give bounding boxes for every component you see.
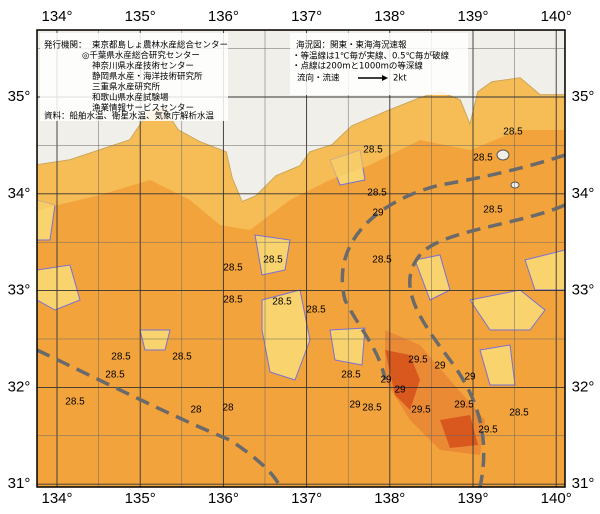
- island: [496, 149, 510, 161]
- contour-label: 28.5: [503, 127, 523, 138]
- current-scale: 2kt: [393, 74, 407, 84]
- lon-label: 134°: [41, 8, 72, 25]
- contour-label: 28.5: [483, 205, 503, 216]
- publisher: 東京都島しょ農林水産総合センター: [92, 40, 228, 51]
- island: [510, 181, 520, 189]
- lon-label: 135°: [125, 8, 156, 25]
- lat-label: 31°: [8, 475, 31, 492]
- contour-label: 28.5: [263, 255, 283, 266]
- lon-label: 138°: [374, 8, 405, 25]
- contour-label: 28.5: [362, 403, 382, 414]
- lon-label: 140°: [541, 490, 572, 507]
- contour-label: 28.5: [306, 305, 326, 316]
- lon-label: 135°: [125, 490, 156, 507]
- lat-label: 35°: [8, 88, 31, 105]
- lon-label: 139°: [457, 8, 488, 25]
- publisher: 和歌山県水産試験場: [92, 92, 169, 103]
- current-axis: [37, 153, 565, 487]
- contour-label: 29: [380, 375, 392, 386]
- publisher: ◎千葉県水産総合研究センター: [82, 50, 200, 61]
- contour-label: 29.5: [478, 425, 498, 436]
- source: 資料：船舶水温、衛星水温、気象庁解析水温: [44, 111, 215, 122]
- contour-label: 29.5: [454, 400, 474, 411]
- contour-label: 28.5: [473, 153, 493, 164]
- contour-label: 29: [464, 372, 476, 383]
- contour-label: 28.5: [509, 408, 529, 419]
- map-note: ・等温線は1℃毎が実線、0.5℃毎が破線: [292, 51, 450, 62]
- contour-label: 28.5: [105, 370, 125, 381]
- contour-label: 29.5: [411, 405, 431, 416]
- contour-label: 28.5: [272, 297, 292, 308]
- contour-label: 28.5: [363, 145, 383, 156]
- publisher: 漁業情報サービスセンター: [92, 103, 194, 114]
- lat-label: 33°: [572, 282, 595, 299]
- lon-label: 137°: [291, 8, 322, 25]
- publisher: 三重県水産研究所: [92, 82, 161, 93]
- lat-label: 32°: [572, 378, 595, 395]
- contour-label: 28.5: [111, 352, 131, 363]
- map-area: [37, 30, 565, 487]
- lon-label: 136°: [208, 8, 239, 25]
- legend-box: [290, 33, 468, 95]
- contour-label: 29: [349, 400, 361, 411]
- map-note: ・点線は200mと1000mの等深線: [292, 61, 423, 72]
- contour-label: 28.5: [367, 188, 387, 199]
- lon-label: 136°: [208, 490, 239, 507]
- legend-box: [40, 33, 228, 121]
- publisher: 静岡県水産・海洋技術研究所: [92, 71, 203, 82]
- coastal-water: [37, 78, 565, 230]
- contour-label: 28.5: [223, 295, 243, 306]
- warmest-water: [385, 350, 420, 410]
- contour-label: 28: [190, 405, 202, 416]
- lat-label: 35°: [572, 88, 595, 105]
- current-arrowhead: [382, 75, 388, 81]
- contour-label: 29: [394, 385, 406, 396]
- contour-label: 28.5: [172, 352, 192, 363]
- publisher-label: 発行機関：: [44, 40, 87, 51]
- contour-label: 28.5: [372, 255, 392, 266]
- lon-label: 137°: [291, 490, 322, 507]
- lon-label: 140°: [541, 8, 572, 25]
- lon-label: 138°: [374, 490, 405, 507]
- publisher: 神奈川県水産技術センター: [92, 61, 194, 72]
- contour-label: 29: [372, 208, 384, 219]
- lon-label: 139°: [457, 490, 488, 507]
- lat-label: 33°: [8, 282, 31, 299]
- chart-name: 海況図：関東・東海海況速報: [296, 40, 407, 51]
- lon-label: 134°: [41, 490, 72, 507]
- lat-label: 34°: [8, 185, 31, 202]
- contour-label: 29: [434, 361, 446, 372]
- grid: [37, 30, 565, 487]
- contour-label: 28.5: [65, 397, 85, 408]
- contour-label: 28.5: [341, 370, 361, 381]
- lat-label: 34°: [572, 185, 595, 202]
- contour-label: 29.5: [408, 355, 428, 366]
- current-label: 流向・流速: [297, 73, 340, 84]
- lat-label: 31°: [572, 475, 595, 492]
- contour-label: 28: [222, 403, 234, 414]
- lat-label: 32°: [8, 378, 31, 395]
- map-frame: [36, 29, 566, 488]
- contour-label: 28.5: [223, 263, 243, 274]
- warmest-water: [440, 415, 478, 448]
